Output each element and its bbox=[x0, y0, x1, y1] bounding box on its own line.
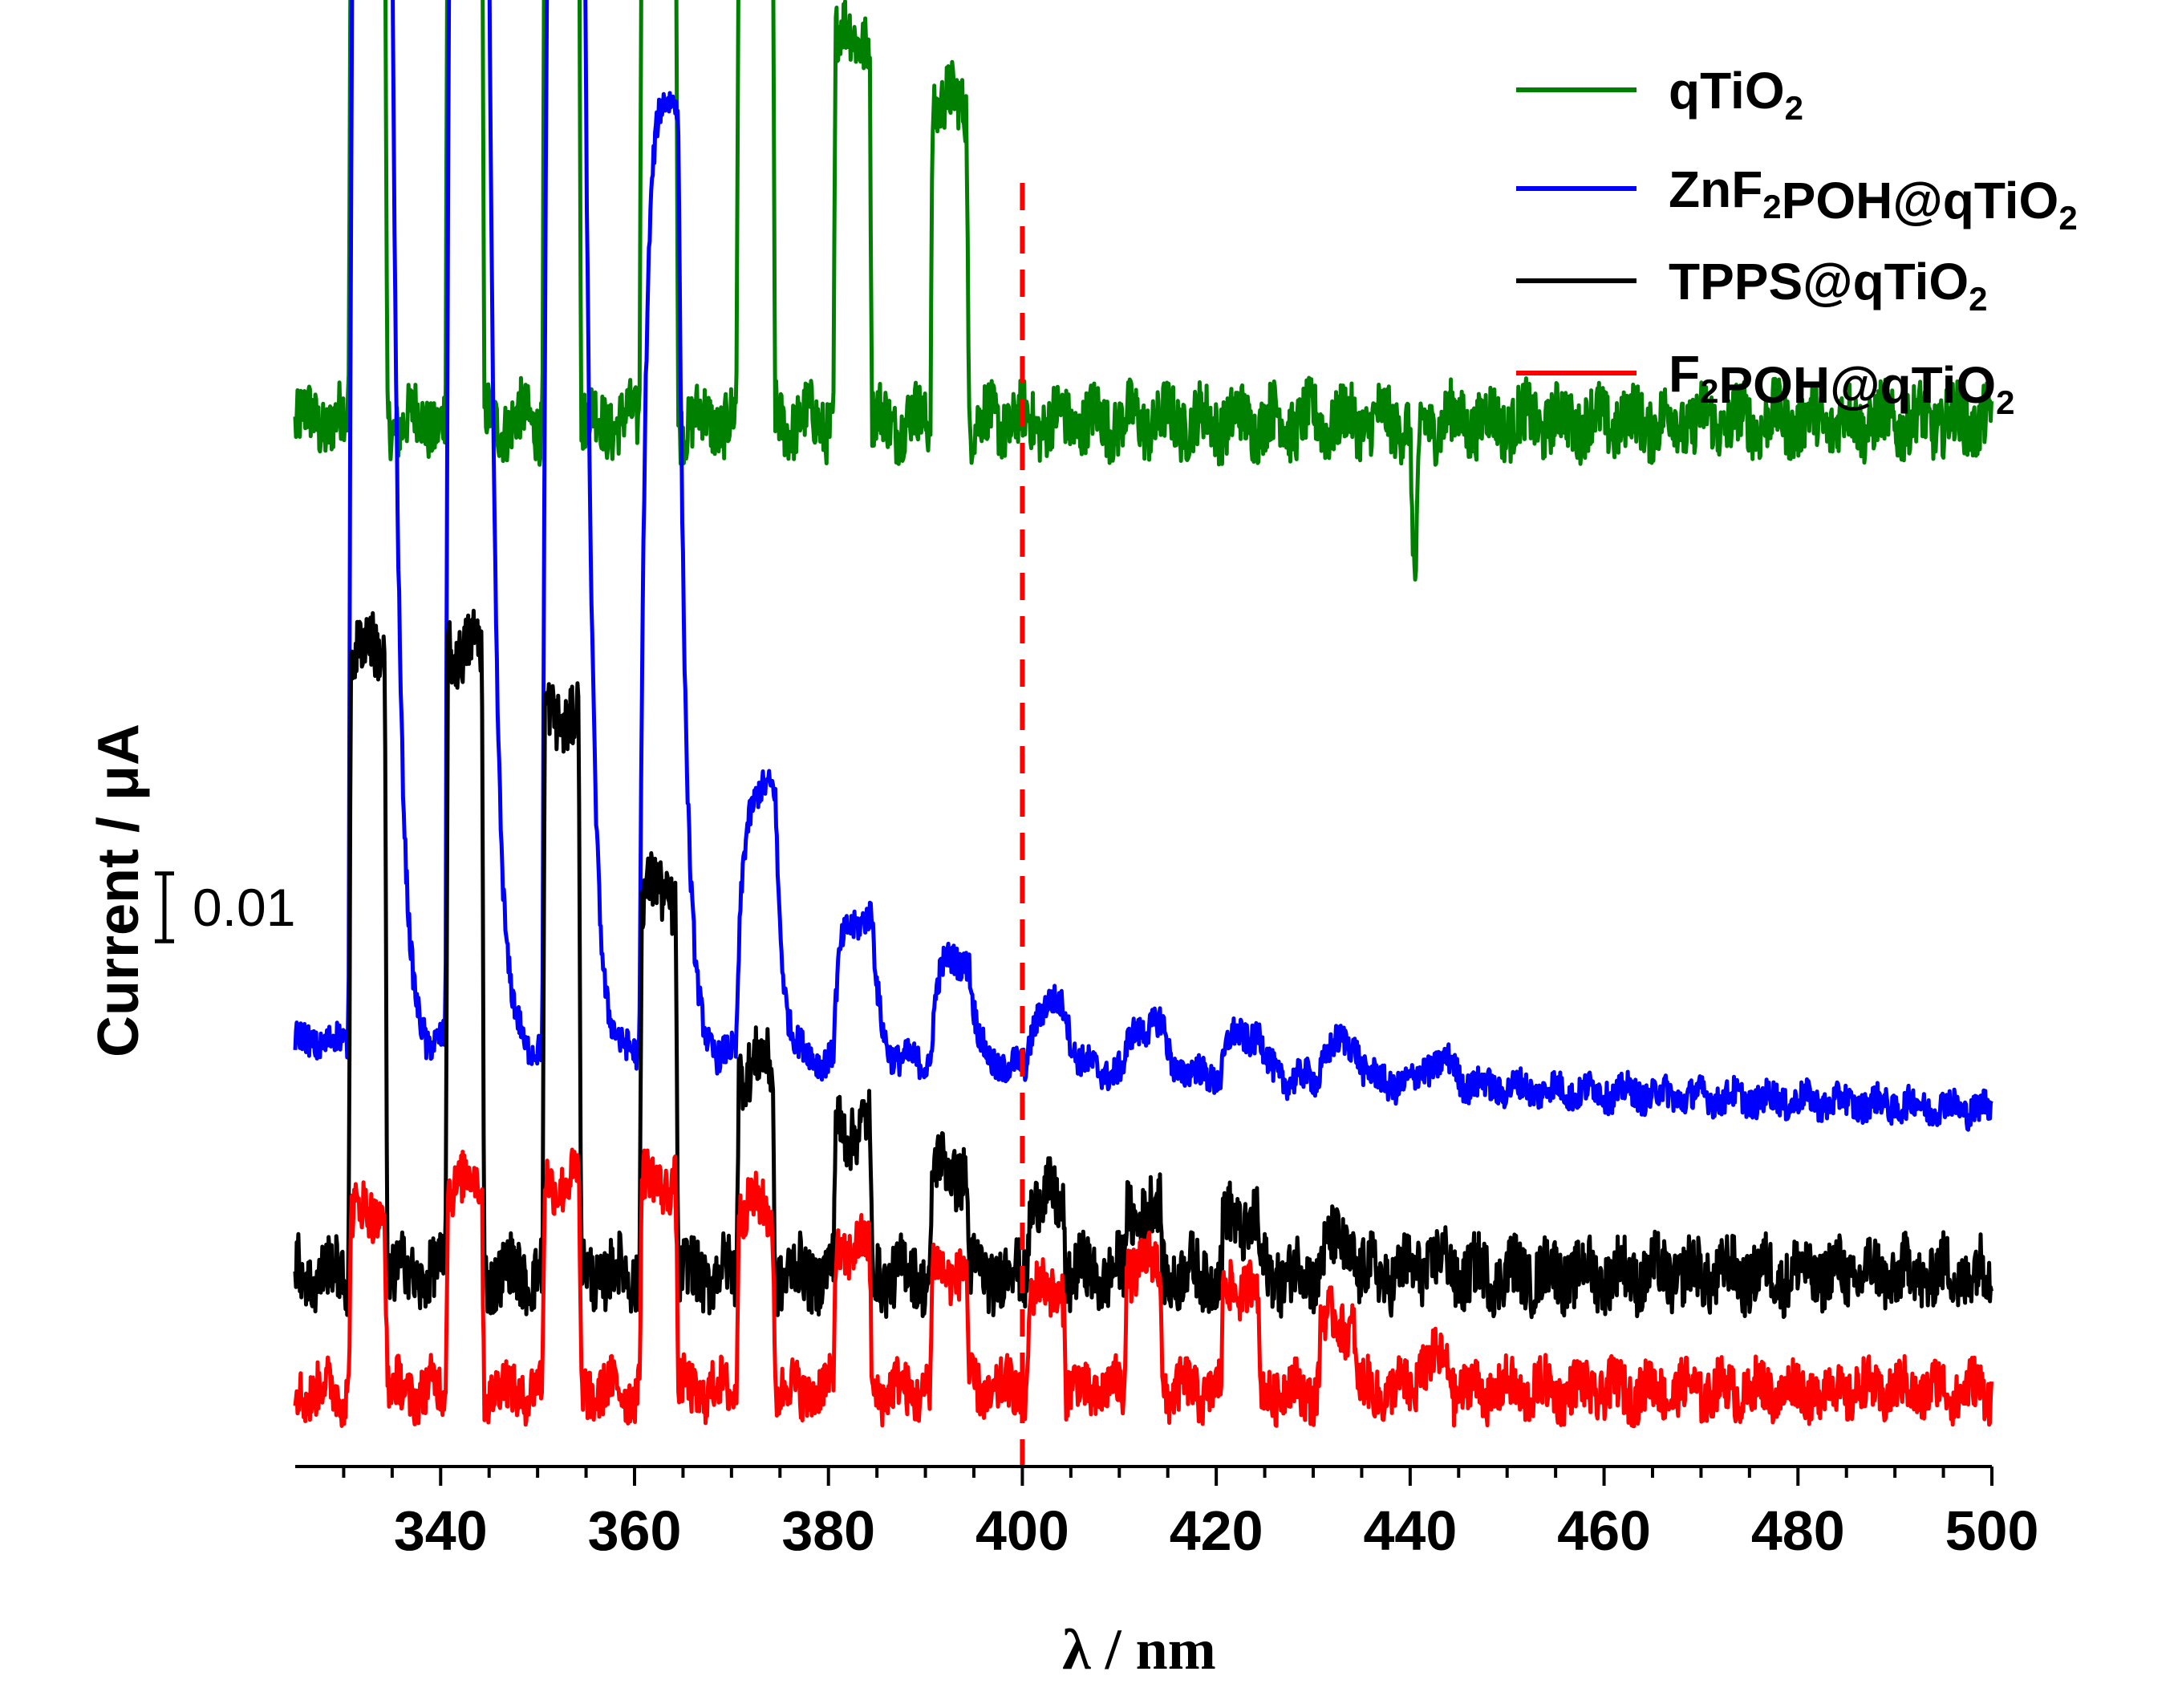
x-tick-label: 400 bbox=[975, 1499, 1069, 1562]
series-line-2 bbox=[293, 608, 1993, 1320]
x-axis-label: λ / nm bbox=[1062, 1617, 1215, 1682]
series-line-0 bbox=[293, 0, 1993, 582]
x-tick-label: 420 bbox=[1170, 1499, 1263, 1562]
x-tick-label: 440 bbox=[1363, 1499, 1457, 1562]
series-line-3 bbox=[293, 1147, 1993, 1429]
y-axis-label: Current / μA bbox=[87, 724, 151, 1057]
x-tick-label: 500 bbox=[1945, 1499, 2039, 1562]
legend-label-1: ZnF2POH@qTiO2 bbox=[1669, 160, 2078, 237]
x-tick-label: 340 bbox=[394, 1499, 488, 1562]
legend-label-3: F2POH@qTiO2 bbox=[1669, 345, 2015, 421]
x-tick-label: 460 bbox=[1557, 1499, 1651, 1562]
x-tick-label: 480 bbox=[1751, 1499, 1845, 1562]
x-axis: 340 360 380 400 420 440 460 480 500 bbox=[295, 1465, 2039, 1562]
legend-label-2: TPPS@qTiO2 bbox=[1669, 253, 1988, 318]
scale-bar: 0.01 bbox=[155, 871, 295, 943]
scale-bar-label: 0.01 bbox=[193, 878, 295, 937]
plot-area bbox=[293, 0, 1993, 1467]
legend: qTiO2 ZnF2POH@qTiO2 TPPS@qTiO2 F2POH@qTiO2 bbox=[1516, 62, 2078, 421]
x-tick-label: 360 bbox=[588, 1499, 682, 1562]
x-tick-label: 380 bbox=[781, 1499, 875, 1562]
legend-label-0: qTiO2 bbox=[1669, 62, 1803, 127]
series-line-1 bbox=[293, 0, 1993, 1132]
